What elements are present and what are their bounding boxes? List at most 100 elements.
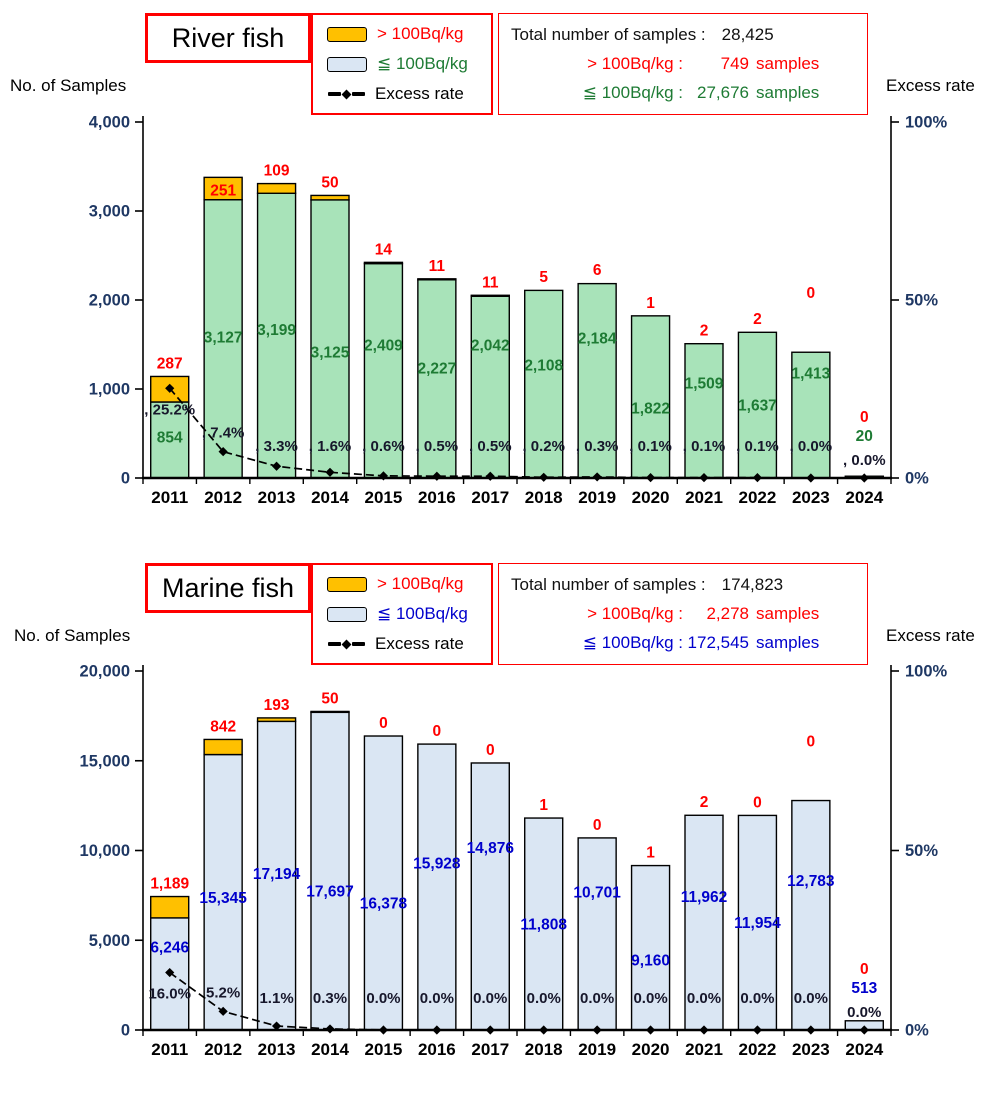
bar-under-2018 [524,817,564,1031]
under-label-2019: 10,701 [573,884,621,901]
under-label-2018: 2,108 [524,358,563,375]
rate-label-2017: , 0.5% [469,438,512,455]
over-label-2019: 0 [593,817,602,834]
marine-fish-section: Marine fish > 100Bq/kg ≦ 100Bq/kg Excess… [0,550,1000,1100]
bar-over-2013 [256,182,297,194]
rate-label-2016: 0.0% [420,990,454,1007]
under-label-2020: 1,822 [631,400,670,417]
x-tick-2014: 2014 [311,488,349,507]
x-tick-2022: 2022 [739,488,777,507]
rate-label-2019: , 0.3% [576,438,619,455]
summary-under-unit: samples [756,83,820,103]
bars [150,176,884,479]
summary-over-row: > 100Bq/kg : 749 samples [503,54,863,74]
river-left-axis-title: No. of Samples [10,76,127,95]
bar-under-2020 [630,864,671,1031]
under-label-2014: 3,125 [311,344,350,361]
summary-total-value: 28,425 [721,24,774,44]
y2-tick-label-100%: 100% [905,663,948,681]
bar-under-2018 [524,289,564,479]
summary-under-value: 172,545 [687,633,749,653]
bar-under-2023 [791,799,831,1031]
bars [150,710,884,1031]
rate-label-2011: , 25.2% [144,401,195,418]
summary-over-unit: samples [756,53,820,73]
bar-under-2021 [684,342,724,479]
rate-label-2012: 5.2% [206,984,240,1001]
excess-rate-marker-2013 [271,1021,282,1031]
under-label-2011: 854 [157,429,183,446]
rate-label-2014: , 1.6% [309,438,352,455]
over-label-2016: 0 [433,723,442,740]
legend-item-under100: ≦ 100Bq/kg [327,54,491,74]
under-label-2013: 3,199 [257,322,296,339]
summary-under-label: ≦ 100Bq/kg : [582,83,683,103]
under-label-2023: 12,783 [787,873,835,890]
marine-right-axis-title: Excess rate [886,626,975,645]
excess-rate-marker-2011 [165,967,175,978]
rate-label-2022: 0.0% [740,990,774,1007]
summary-over-label: > 100Bq/kg : [587,603,683,623]
over-label-2017: 11 [482,274,499,291]
x-tick-2023: 2023 [792,488,830,507]
y-tick-label-15,000: 15,000 [80,752,130,770]
under-label-2012: 3,127 [204,329,243,346]
under-label-2022: 1,637 [738,398,777,415]
over-label-2019: 6 [593,262,602,279]
bar-under-2021 [684,814,724,1031]
marine-legend: > 100Bq/kg ≦ 100Bq/kg Excess rate [311,563,493,665]
over-label-2024: 0 [860,961,869,978]
over-label-2015: 14 [375,241,393,258]
over-label-2023: 0 [807,285,816,302]
over-100-swatch-icon [327,576,367,592]
summary-under-label: ≦ 100Bq/kg : [582,633,683,653]
summary-over-value: 749 [720,53,749,73]
excess-rate-marker-2012 [218,447,228,457]
rate-label-2021: 0.0% [687,990,721,1007]
rate-label-2023: , 0.0% [790,438,833,455]
excess-rate-marker-2016 [432,471,442,481]
y2-tick-label-0%: 0% [905,1022,929,1040]
over-label-2016: 11 [429,258,446,275]
x-tick-2013: 2013 [258,488,296,507]
river-fish-section: River fish > 100Bq/kg ≦ 100Bq/kg Excess … [10,13,975,507]
legend-under-label: ≦ 100Bq/kg [377,604,468,623]
summary-under-unit: samples [756,633,820,653]
over-label-2023: 0 [807,734,816,751]
over-label-2018: 1 [539,797,548,814]
x-tick-2015: 2015 [365,1040,403,1059]
y-tick-label-0: 0 [121,1022,130,1040]
under-label-2014: 17,697 [306,884,353,901]
excess-rate-path [169,387,865,479]
over-label-2013: 109 [264,163,290,180]
y2-tick-label-50%: 50% [905,292,938,310]
legend-item-over100: > 100Bq/kg [327,24,491,44]
bar-under-2012 [203,198,243,479]
under-label-2021: 1,509 [685,375,724,392]
river-summary-box: Total number of samples : 28,425 > 100Bq… [498,13,868,115]
rate-label-2020: , 0.1% [629,438,672,455]
rate-label-2017: 0.0% [473,990,507,1007]
x-tick-2024: 2024 [845,1040,883,1059]
rate-label-2016: , 0.5% [416,438,459,455]
under-label-2018: 11,808 [520,917,567,934]
y-tick-label-2,000: 2,000 [89,292,130,310]
x-tick-2014: 2014 [311,1040,349,1059]
bar-under-2019 [577,282,617,479]
y-tick-label-1,000: 1,000 [89,381,130,399]
bar-under-2015 [363,735,404,1031]
x-tick-2020: 2020 [632,488,670,507]
legend-item-excess-rate: Excess rate [327,84,491,104]
bar-over-2017 [470,294,510,297]
under-100-swatch-icon [327,606,367,622]
under-label-2015: 2,409 [364,337,403,354]
bar-under-2023 [791,351,831,479]
marine-fish-title-box: Marine fish [145,563,311,613]
rate-label-2023: 0.0% [794,990,828,1007]
summary-under-row: ≦ 100Bq/kg : 172,545 samples [503,633,863,653]
bar-over-2014 [310,710,350,714]
x-tick-2012: 2012 [204,488,242,507]
river-fish-title: River fish [171,22,285,53]
summary-total-value: 174,823 [721,574,784,594]
over-label-2021: 2 [700,323,709,340]
